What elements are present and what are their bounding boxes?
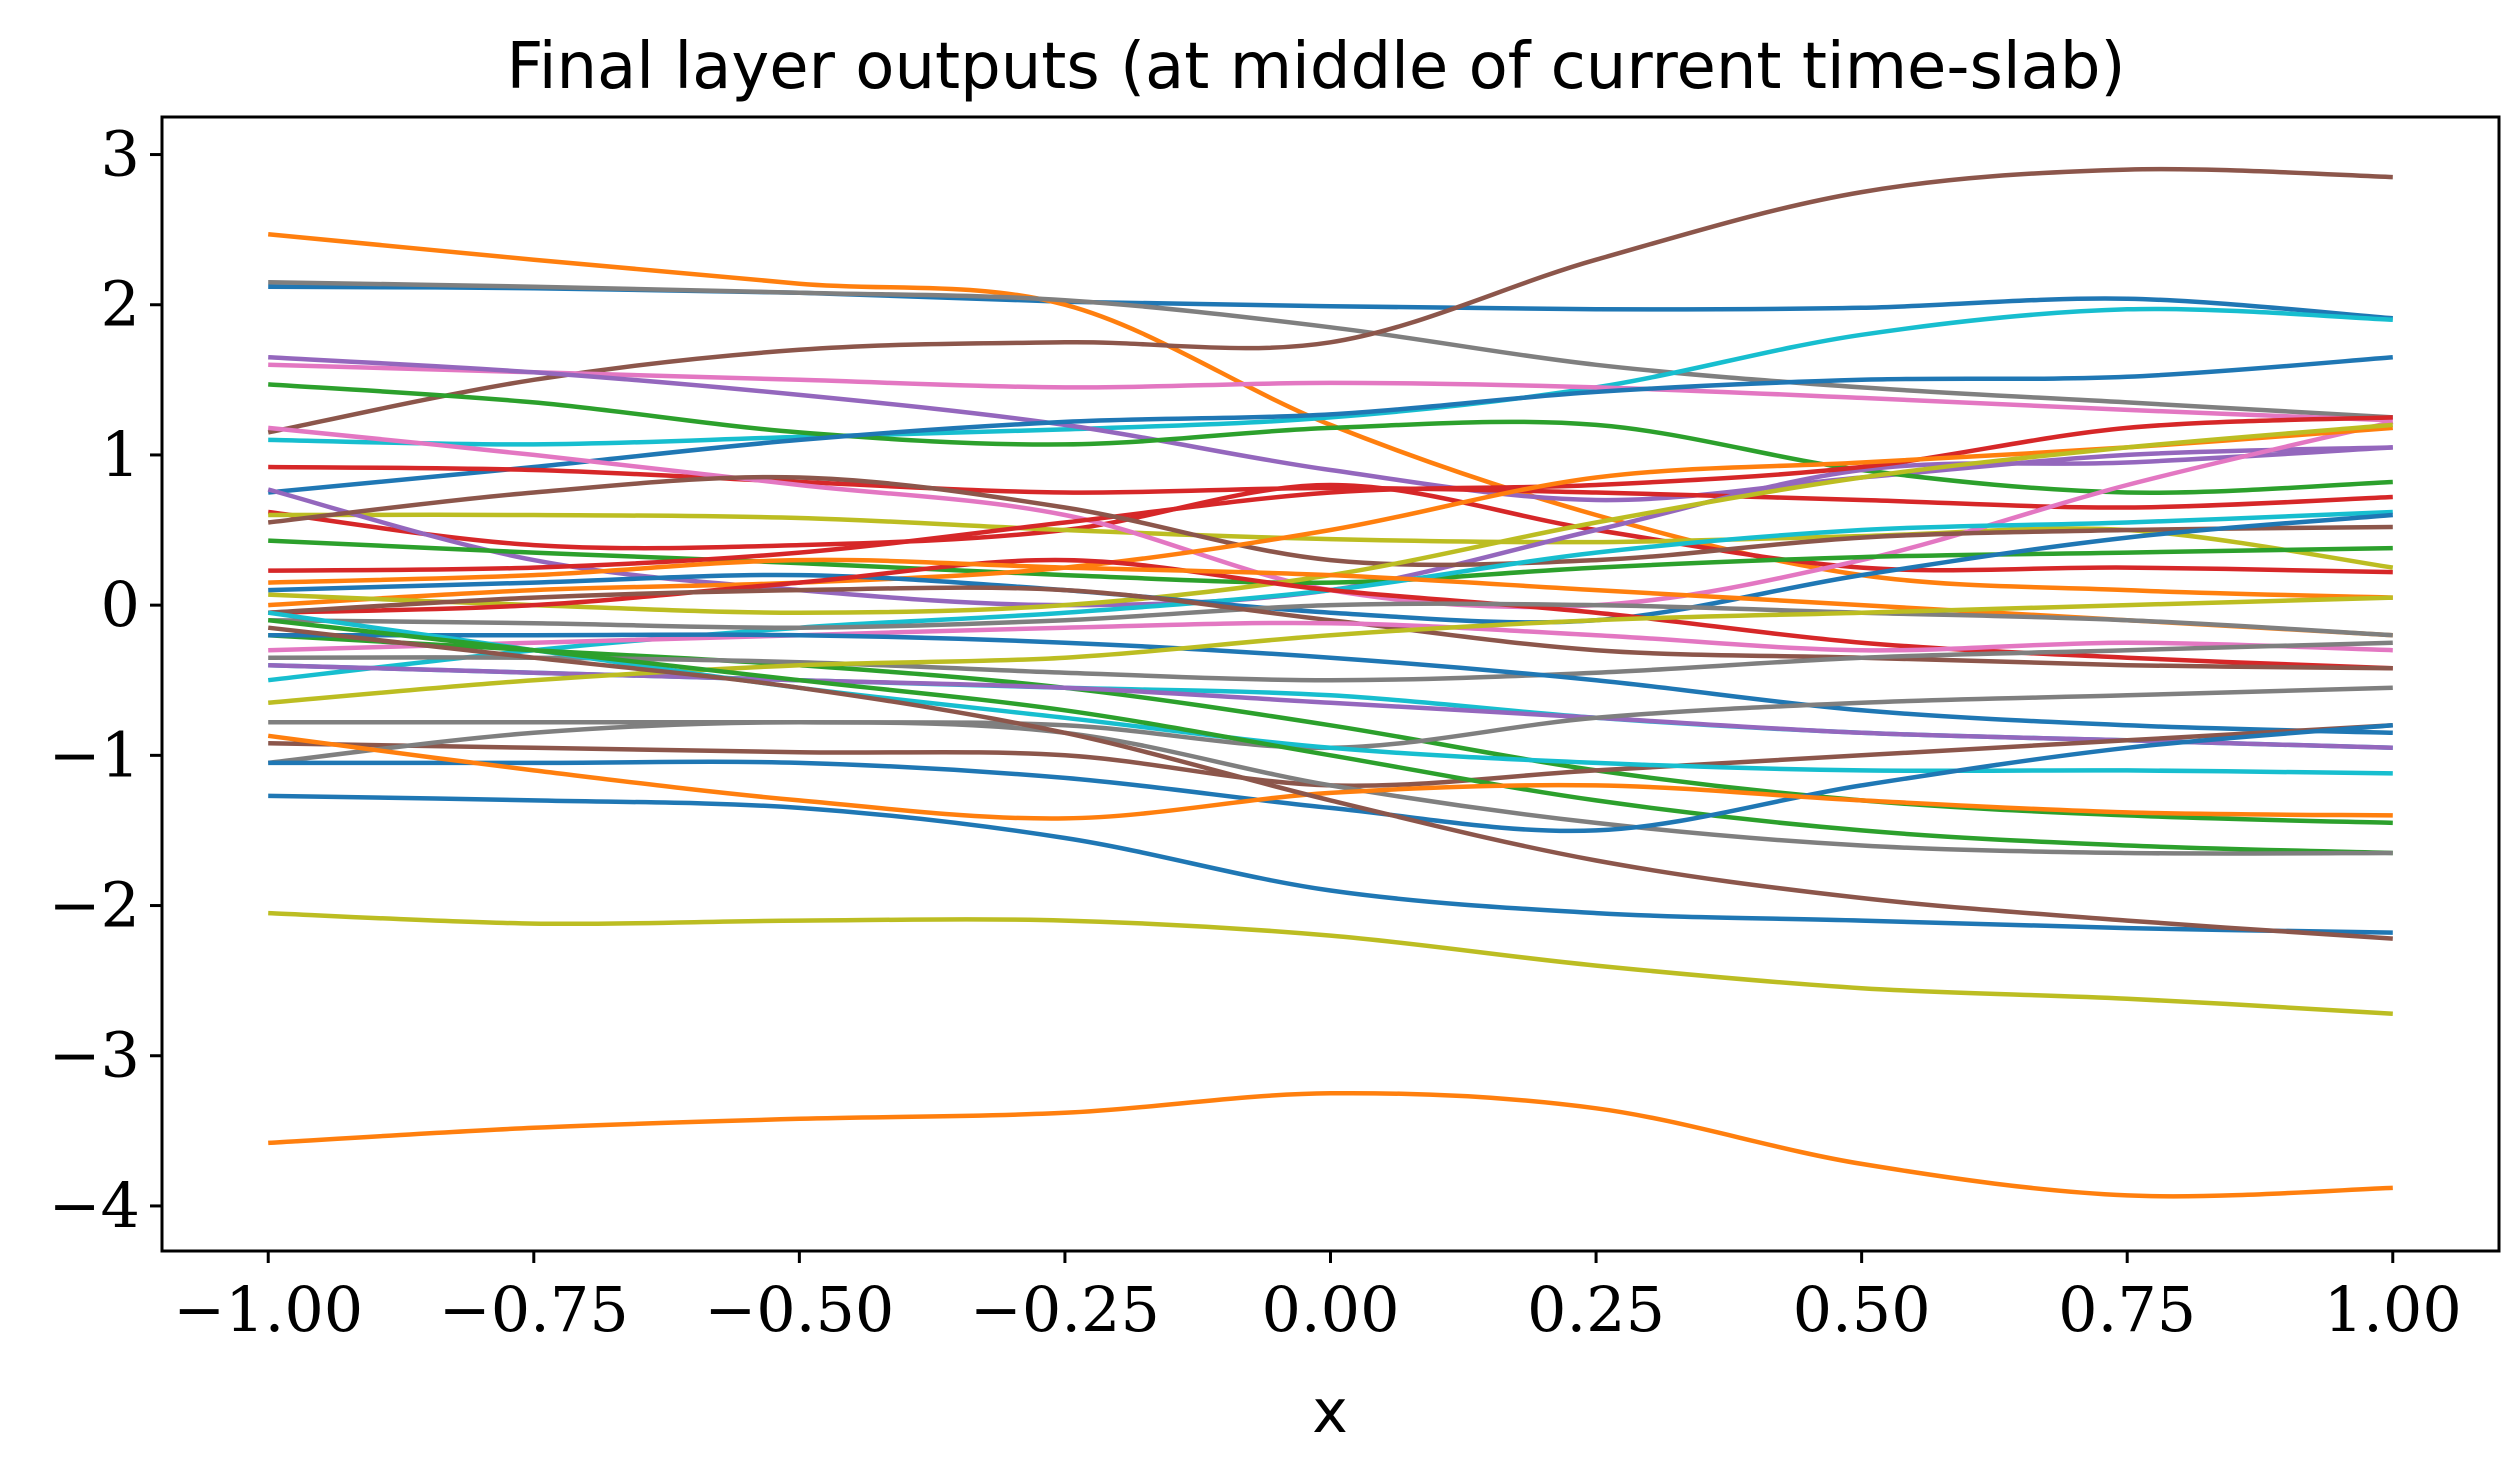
x-axis: −1.00 −0.75 −0.50 −0.25 0.00 0.25 0.50 0.75 1.00 <box>173 1251 2462 1346</box>
series-line-36 <box>267 617 2393 856</box>
x-tick-label: 0.50 <box>1793 1273 1931 1346</box>
series-line-25 <box>268 585 2393 671</box>
series-line-4 <box>267 166 2393 435</box>
y-tick-label: 2 <box>101 268 140 341</box>
series-line-8 <box>268 382 2393 495</box>
series-line-9 <box>267 355 2393 495</box>
series-line-21 <box>268 512 2393 625</box>
series-line-42 <box>268 910 2393 1016</box>
y-tick-label: 0 <box>101 568 140 641</box>
series-line-17 <box>267 474 2393 568</box>
x-tick-label: −0.75 <box>439 1273 629 1346</box>
series-line-27 <box>268 632 2393 826</box>
series-line-3 <box>268 279 2393 420</box>
x-tick-label: 1.00 <box>2324 1273 2462 1346</box>
y-axis: 3 2 1 0 −1 −2 −3 −4 <box>49 118 162 1242</box>
series-line-32 <box>268 595 2393 706</box>
x-tick-label: 0.00 <box>1261 1273 1399 1346</box>
series-line-12 <box>268 512 2394 570</box>
series-line-6 <box>268 362 2393 423</box>
series-line-16 <box>268 415 2393 573</box>
series-line-35 <box>267 610 2393 776</box>
y-tick-label: 1 <box>101 418 140 491</box>
series-line-37 <box>267 720 2393 856</box>
series-line-5 <box>268 306 2393 447</box>
series-line-15 <box>268 538 2393 586</box>
series-line-39 <box>267 733 2393 821</box>
series-line-24 <box>268 601 2393 638</box>
series-line-2 <box>267 231 2393 600</box>
x-tick-label: 0.25 <box>1527 1273 1665 1346</box>
y-tick-label: −2 <box>49 869 140 942</box>
series-line-7 <box>268 355 2393 503</box>
series-line-43 <box>268 1090 2393 1199</box>
x-axis-label: x <box>1312 1377 1348 1447</box>
series-line-38 <box>268 723 2393 834</box>
series-line-41 <box>267 625 2393 941</box>
chart-title: Final layer outputs (at middle of curren… <box>507 30 2126 104</box>
series-line-26 <box>268 620 2393 653</box>
series-layer <box>267 166 2394 1199</box>
x-tick-label: −0.25 <box>970 1273 1160 1346</box>
y-tick-label: 3 <box>101 118 140 191</box>
y-tick-label: −3 <box>49 1019 140 1092</box>
y-tick-label: −1 <box>49 718 140 791</box>
x-tick-label: 0.75 <box>2058 1273 2196 1346</box>
series-line-40 <box>268 793 2393 935</box>
series-line-11 <box>267 482 2393 575</box>
x-tick-label: −0.50 <box>704 1273 894 1346</box>
series-line-30 <box>268 632 2393 736</box>
series-line-18 <box>268 425 2393 608</box>
y-tick-label: −4 <box>49 1169 140 1242</box>
x-tick-label: −1.00 <box>173 1273 363 1346</box>
